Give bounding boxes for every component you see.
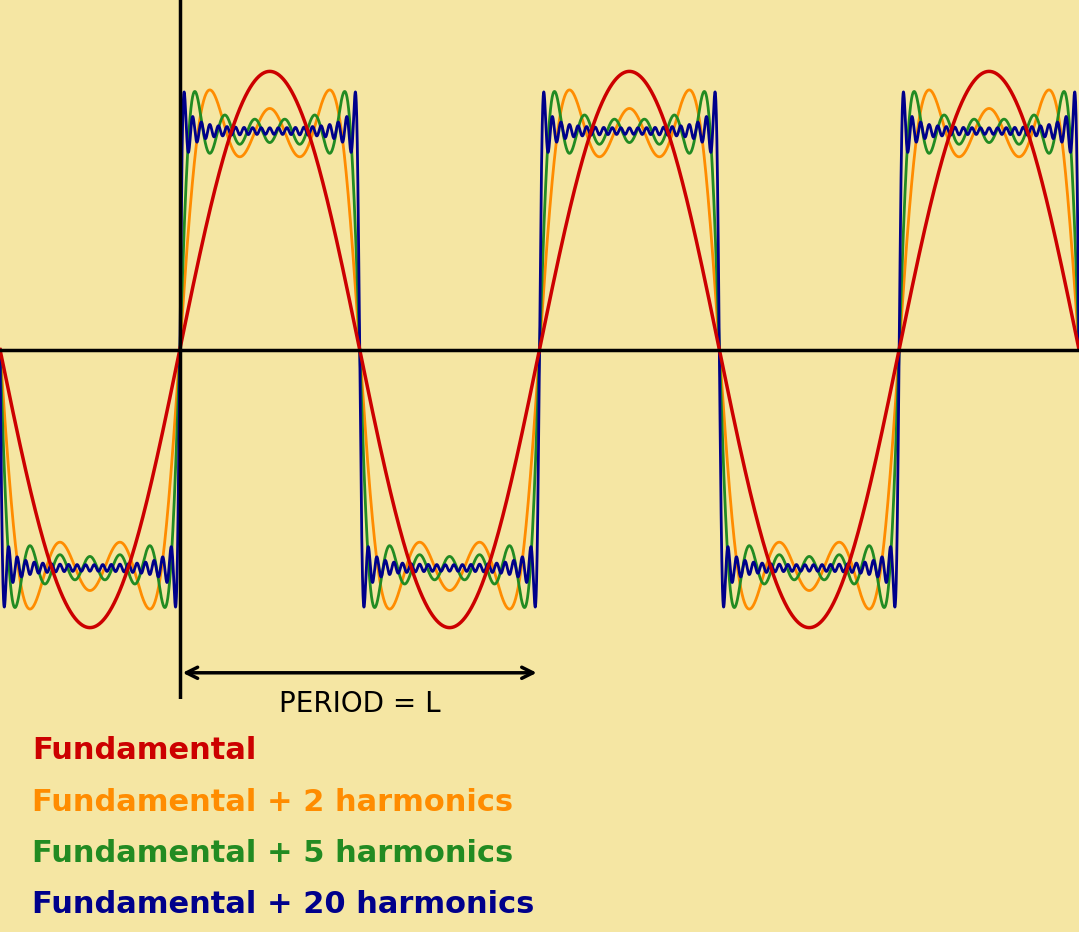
Text: Fundamental + 5 harmonics: Fundamental + 5 harmonics [32,839,514,868]
Text: Fundamental: Fundamental [32,736,257,765]
Text: Fundamental + 20 harmonics: Fundamental + 20 harmonics [32,890,535,919]
Text: Fundamental + 2 harmonics: Fundamental + 2 harmonics [32,788,514,816]
Text: PERIOD = L: PERIOD = L [278,691,440,719]
